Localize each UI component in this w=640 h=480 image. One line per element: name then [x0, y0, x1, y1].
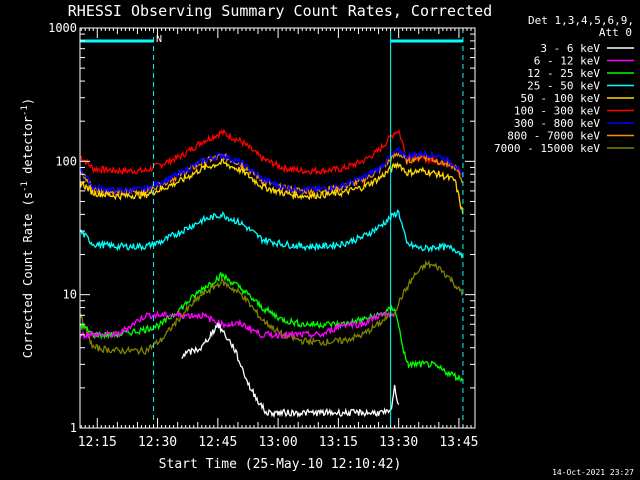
x-axis: 12:15 12:30 12:45 13:00 13:15 13:30 13:45 [78, 28, 478, 450]
x-tick-label: 12:30 [138, 435, 177, 450]
series-line [79, 209, 464, 259]
legend-entry-label: 300 - 800 keV [514, 117, 600, 130]
x-tick-label: 13:45 [439, 435, 478, 450]
series-line [181, 322, 400, 419]
y-axis: 1 10 100 1000 [48, 21, 475, 435]
night-markers [80, 28, 464, 428]
x-tick-label: 13:15 [319, 435, 358, 450]
y-tick-label: 1000 [48, 21, 77, 35]
x-tick-label: 12:45 [198, 435, 237, 450]
legend-entry-label: 100 - 300 keV [514, 105, 600, 118]
y-tick-label: 10 [63, 288, 77, 302]
series-line [79, 259, 463, 356]
legend-entry-label: 3 - 6 keV [540, 42, 600, 55]
series-line [79, 271, 464, 383]
legend-entry-label: 12 - 25 keV [527, 67, 600, 80]
y-tick-label: 1 [70, 421, 77, 435]
y-axis-label-sup2: -1 [20, 105, 30, 116]
legend-entry-label: 25 - 50 keV [527, 80, 600, 93]
x-tick-label: 13:30 [379, 435, 418, 450]
legend-entry-label: 800 - 7000 keV [507, 130, 600, 143]
y-axis-label: Corrected Count Rate (s-1 detector-1) [20, 98, 35, 358]
y-axis-label-mid: detector [21, 116, 35, 181]
series-curves [79, 128, 464, 419]
legend-header-line2: Att 0 [599, 26, 632, 39]
chart-title: RHESSI Observing Summary Count Rates, Co… [68, 2, 492, 20]
series-line [79, 128, 464, 179]
y-tick-label: 100 [55, 154, 77, 168]
series-line [79, 145, 464, 196]
plot-frame [79, 27, 476, 429]
annotation-n: N [156, 34, 162, 45]
timestamp: 14-Oct-2021 23:27 [552, 468, 634, 477]
x-tick-label: 13:00 [259, 435, 298, 450]
y-axis-label-main: Corrected Count Rate (s [21, 192, 35, 358]
x-tick-label: 12:15 [78, 435, 117, 450]
series-line [79, 158, 464, 215]
legend-entry-label: 6 - 12 keV [534, 55, 601, 68]
legend-entry-label: 50 - 100 keV [521, 92, 601, 105]
y-axis-label-sup1: -1 [20, 181, 30, 192]
y-axis-label-end: ) [21, 98, 35, 105]
legend-entry-label: 7000 - 15000 keV [494, 142, 600, 155]
series-line [79, 310, 396, 340]
x-axis-label: Start Time (25-May-10 12:10:42) [159, 457, 402, 472]
legend-header-line1: Det 1,3,4,5,6,9, [528, 14, 634, 27]
